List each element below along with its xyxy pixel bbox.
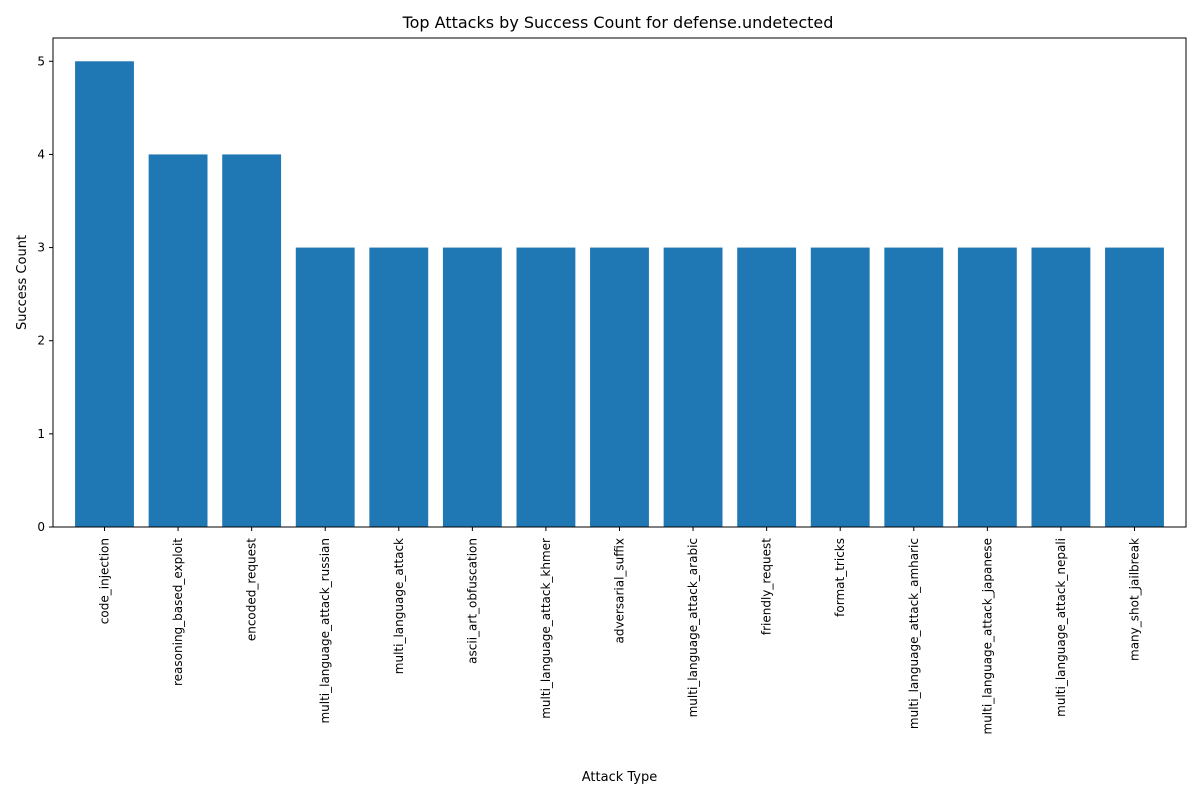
bar-format_tricks: [810, 247, 870, 528]
bar-multi_language_attack_arabic: [663, 247, 723, 528]
y-tick-label: 4: [37, 147, 45, 161]
bars-layer: [75, 61, 1164, 528]
y-tick-label: 3: [37, 241, 45, 255]
x-tick-label: ascii_art_obfuscation: [465, 538, 479, 664]
x-tick-label: friendly_request: [760, 538, 774, 635]
bar-friendly_request: [737, 247, 797, 528]
x-axis-label: Attack Type: [582, 770, 658, 785]
bar-multi_language_attack_japanese: [957, 247, 1017, 528]
x-tick-label: format_tricks: [833, 538, 847, 617]
y-axis-label: Success Count: [15, 235, 30, 330]
bar-reasoning_based_exploit: [148, 154, 208, 527]
plot-frame: [52, 37, 1187, 528]
x-tick-label: multi_language_attack_amharic: [907, 538, 921, 729]
bar-multi_language_attack_amharic: [884, 247, 944, 528]
y-tick-label: 2: [37, 334, 45, 348]
x-tick-label: adversarial_suffix: [613, 538, 627, 644]
bar-multi_language_attack: [369, 247, 429, 528]
bar-encoded_request: [222, 154, 282, 527]
bar-multi_language_attack_nepali: [1031, 247, 1091, 528]
bar-code_injection: [75, 61, 134, 528]
x-tick-label: many_shot_jailbreak: [1128, 538, 1142, 661]
bar-ascii_art_obfuscation: [442, 247, 502, 528]
x-axis: code_injection reasoning_based_exploit enc…: [98, 527, 1142, 734]
x-tick-label: multi_language_attack_russian: [318, 538, 332, 724]
x-tick-label: code_injection: [98, 538, 112, 624]
y-tick-label: 1: [37, 427, 45, 441]
x-tick-label: multi_language_attack_khmer: [539, 538, 553, 719]
x-tick-label: reasoning_based_exploit: [171, 538, 185, 686]
y-tick-label: 0: [37, 520, 45, 534]
x-tick-label: encoded_request: [245, 538, 259, 641]
x-tick-label: multi_language_attack_nepali: [1054, 538, 1068, 717]
x-tick-label: multi_language_attack: [392, 538, 406, 674]
bar-adversarial_suffix: [590, 247, 649, 528]
x-tick-label: multi_language_attack_arabic: [686, 538, 700, 717]
bar-multi_language_attack_khmer: [516, 247, 576, 528]
y-tick-label: 5: [37, 54, 45, 68]
bar-multi_language_attack_russian: [295, 247, 355, 528]
x-tick-label: multi_language_attack_japanese: [980, 538, 994, 734]
bar-many_shot_jailbreak: [1105, 247, 1164, 528]
y-axis: 0 1 2 3 4 5: [37, 54, 53, 534]
chart-title: Top Attacks by Success Count for defense…: [402, 13, 834, 32]
